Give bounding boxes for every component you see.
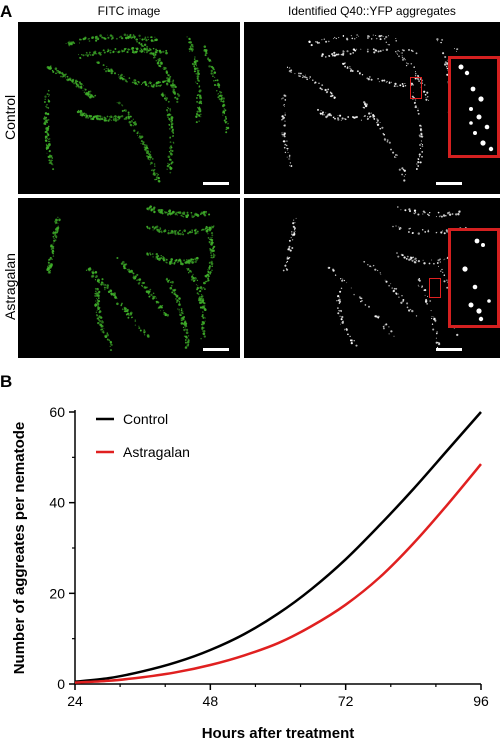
y-tick-label: 40 [49,495,65,511]
series-line-control [74,411,482,683]
y-axis-label: Number of aggreates per nematode [11,422,28,675]
scale-bar [203,348,229,351]
x-tick-label: 48 [203,693,219,709]
row-label-astragalan: Astragalan [2,253,18,320]
x-tick-label: 24 [67,693,83,709]
row-label-control: Control [2,94,18,140]
fitc-image-control [18,22,240,194]
x-tick-label: 72 [338,693,354,709]
zoom-inset-control [448,56,500,158]
legend-label-astragalan: Astragalan [123,444,190,460]
scale-bar [203,182,229,185]
x-tick-label: 96 [473,693,489,709]
column-title-fitc: FITC image [97,4,161,18]
legend-label-control: Control [123,411,168,427]
aggregates-line-chart: 0 20 40 60 24 48 72 96 Hours after treatment Numb… [11,404,489,742]
y-tick-label: 60 [49,404,65,420]
panel-b-letter: B [0,372,13,391]
fitc-image-astragalan [18,198,240,358]
scale-bar [436,348,462,351]
panel-a-letter: A [0,2,13,21]
zoom-region-outline-control [410,77,422,99]
series-line-astragalan [74,463,482,684]
x-axis-label: Hours after treatment [202,725,355,742]
zoom-region-outline-astragalan [429,278,441,298]
scale-bar [436,182,462,185]
zoom-inset-astragalan [448,228,500,328]
column-title-aggregates: Identified Q40::YFP aggregates [288,4,456,18]
y-tick-label: 20 [49,585,65,601]
y-tick-label: 0 [57,676,65,692]
